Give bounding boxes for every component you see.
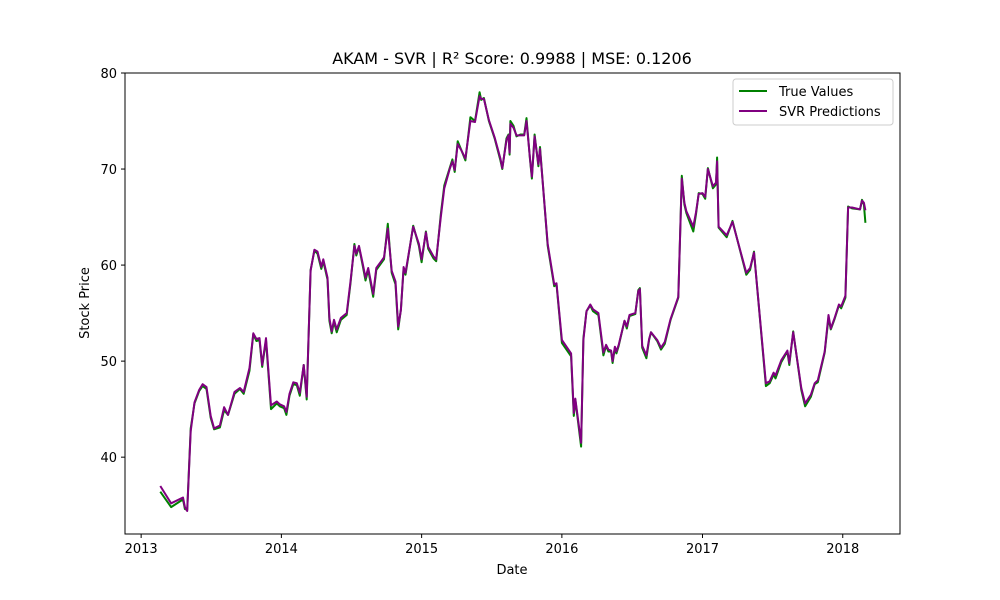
series-line-svr-predictions	[159, 95, 867, 512]
legend-label-svr-predictions: SVR Predictions	[779, 105, 881, 120]
y-axis: 40 50 60 70 80	[100, 67, 125, 466]
y-tick-label: 40	[100, 451, 117, 466]
plot-frame	[124, 72, 901, 535]
plot-lines	[159, 91, 867, 512]
legend-label-true-values: True Values	[778, 85, 853, 100]
y-tick-label: 50	[100, 355, 117, 370]
y-axis-label: Stock Price	[78, 267, 93, 339]
x-tick-label: 2013	[125, 542, 158, 557]
legend: True Values SVR Predictions	[732, 78, 894, 126]
x-tick-label: 2016	[545, 542, 578, 557]
x-tick-label: 2018	[826, 542, 859, 557]
y-tick-label: 80	[100, 67, 117, 82]
x-tick-label: 2015	[405, 542, 438, 557]
series-line-true-values	[159, 91, 867, 511]
legend-box	[732, 78, 894, 126]
x-tick-label: 2014	[265, 542, 298, 557]
x-tick-label: 2017	[686, 542, 719, 557]
y-tick-label: 60	[100, 259, 117, 274]
chart-title: AKAM - SVR | R² Score: 0.9988 | MSE: 0.1…	[332, 49, 692, 68]
x-axis-label: Date	[496, 563, 527, 578]
x-axis: 2013 2014 2015 2016 2017 2018	[125, 534, 859, 557]
y-tick-label: 70	[100, 163, 117, 178]
